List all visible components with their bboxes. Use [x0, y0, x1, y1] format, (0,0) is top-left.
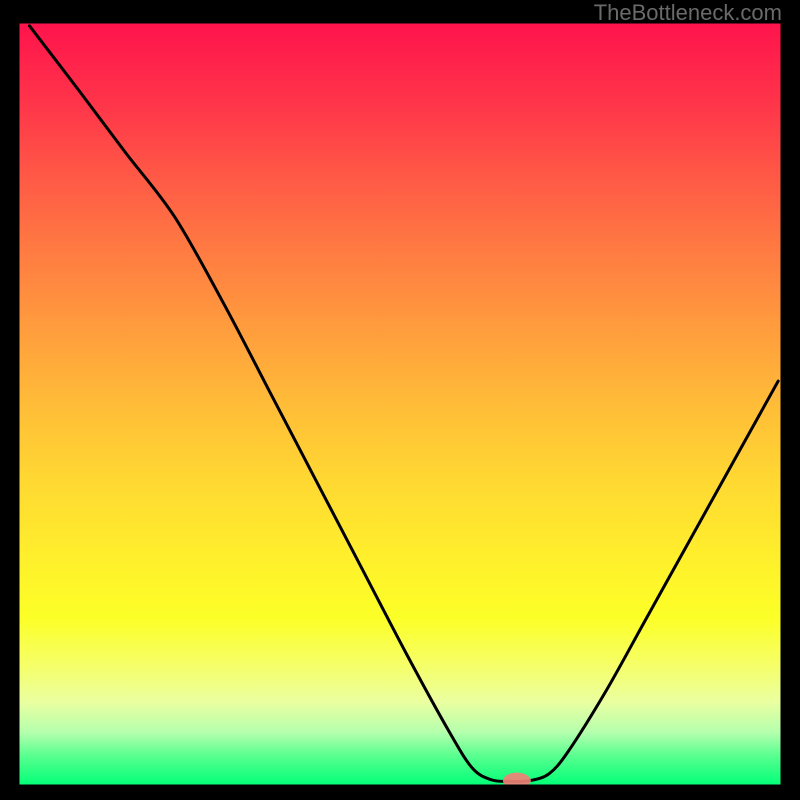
chart-canvas [0, 0, 800, 800]
gradient-background [18, 22, 782, 786]
bottleneck-chart: TheBottleneck.com [0, 0, 800, 800]
watermark-label: TheBottleneck.com [594, 0, 782, 26]
